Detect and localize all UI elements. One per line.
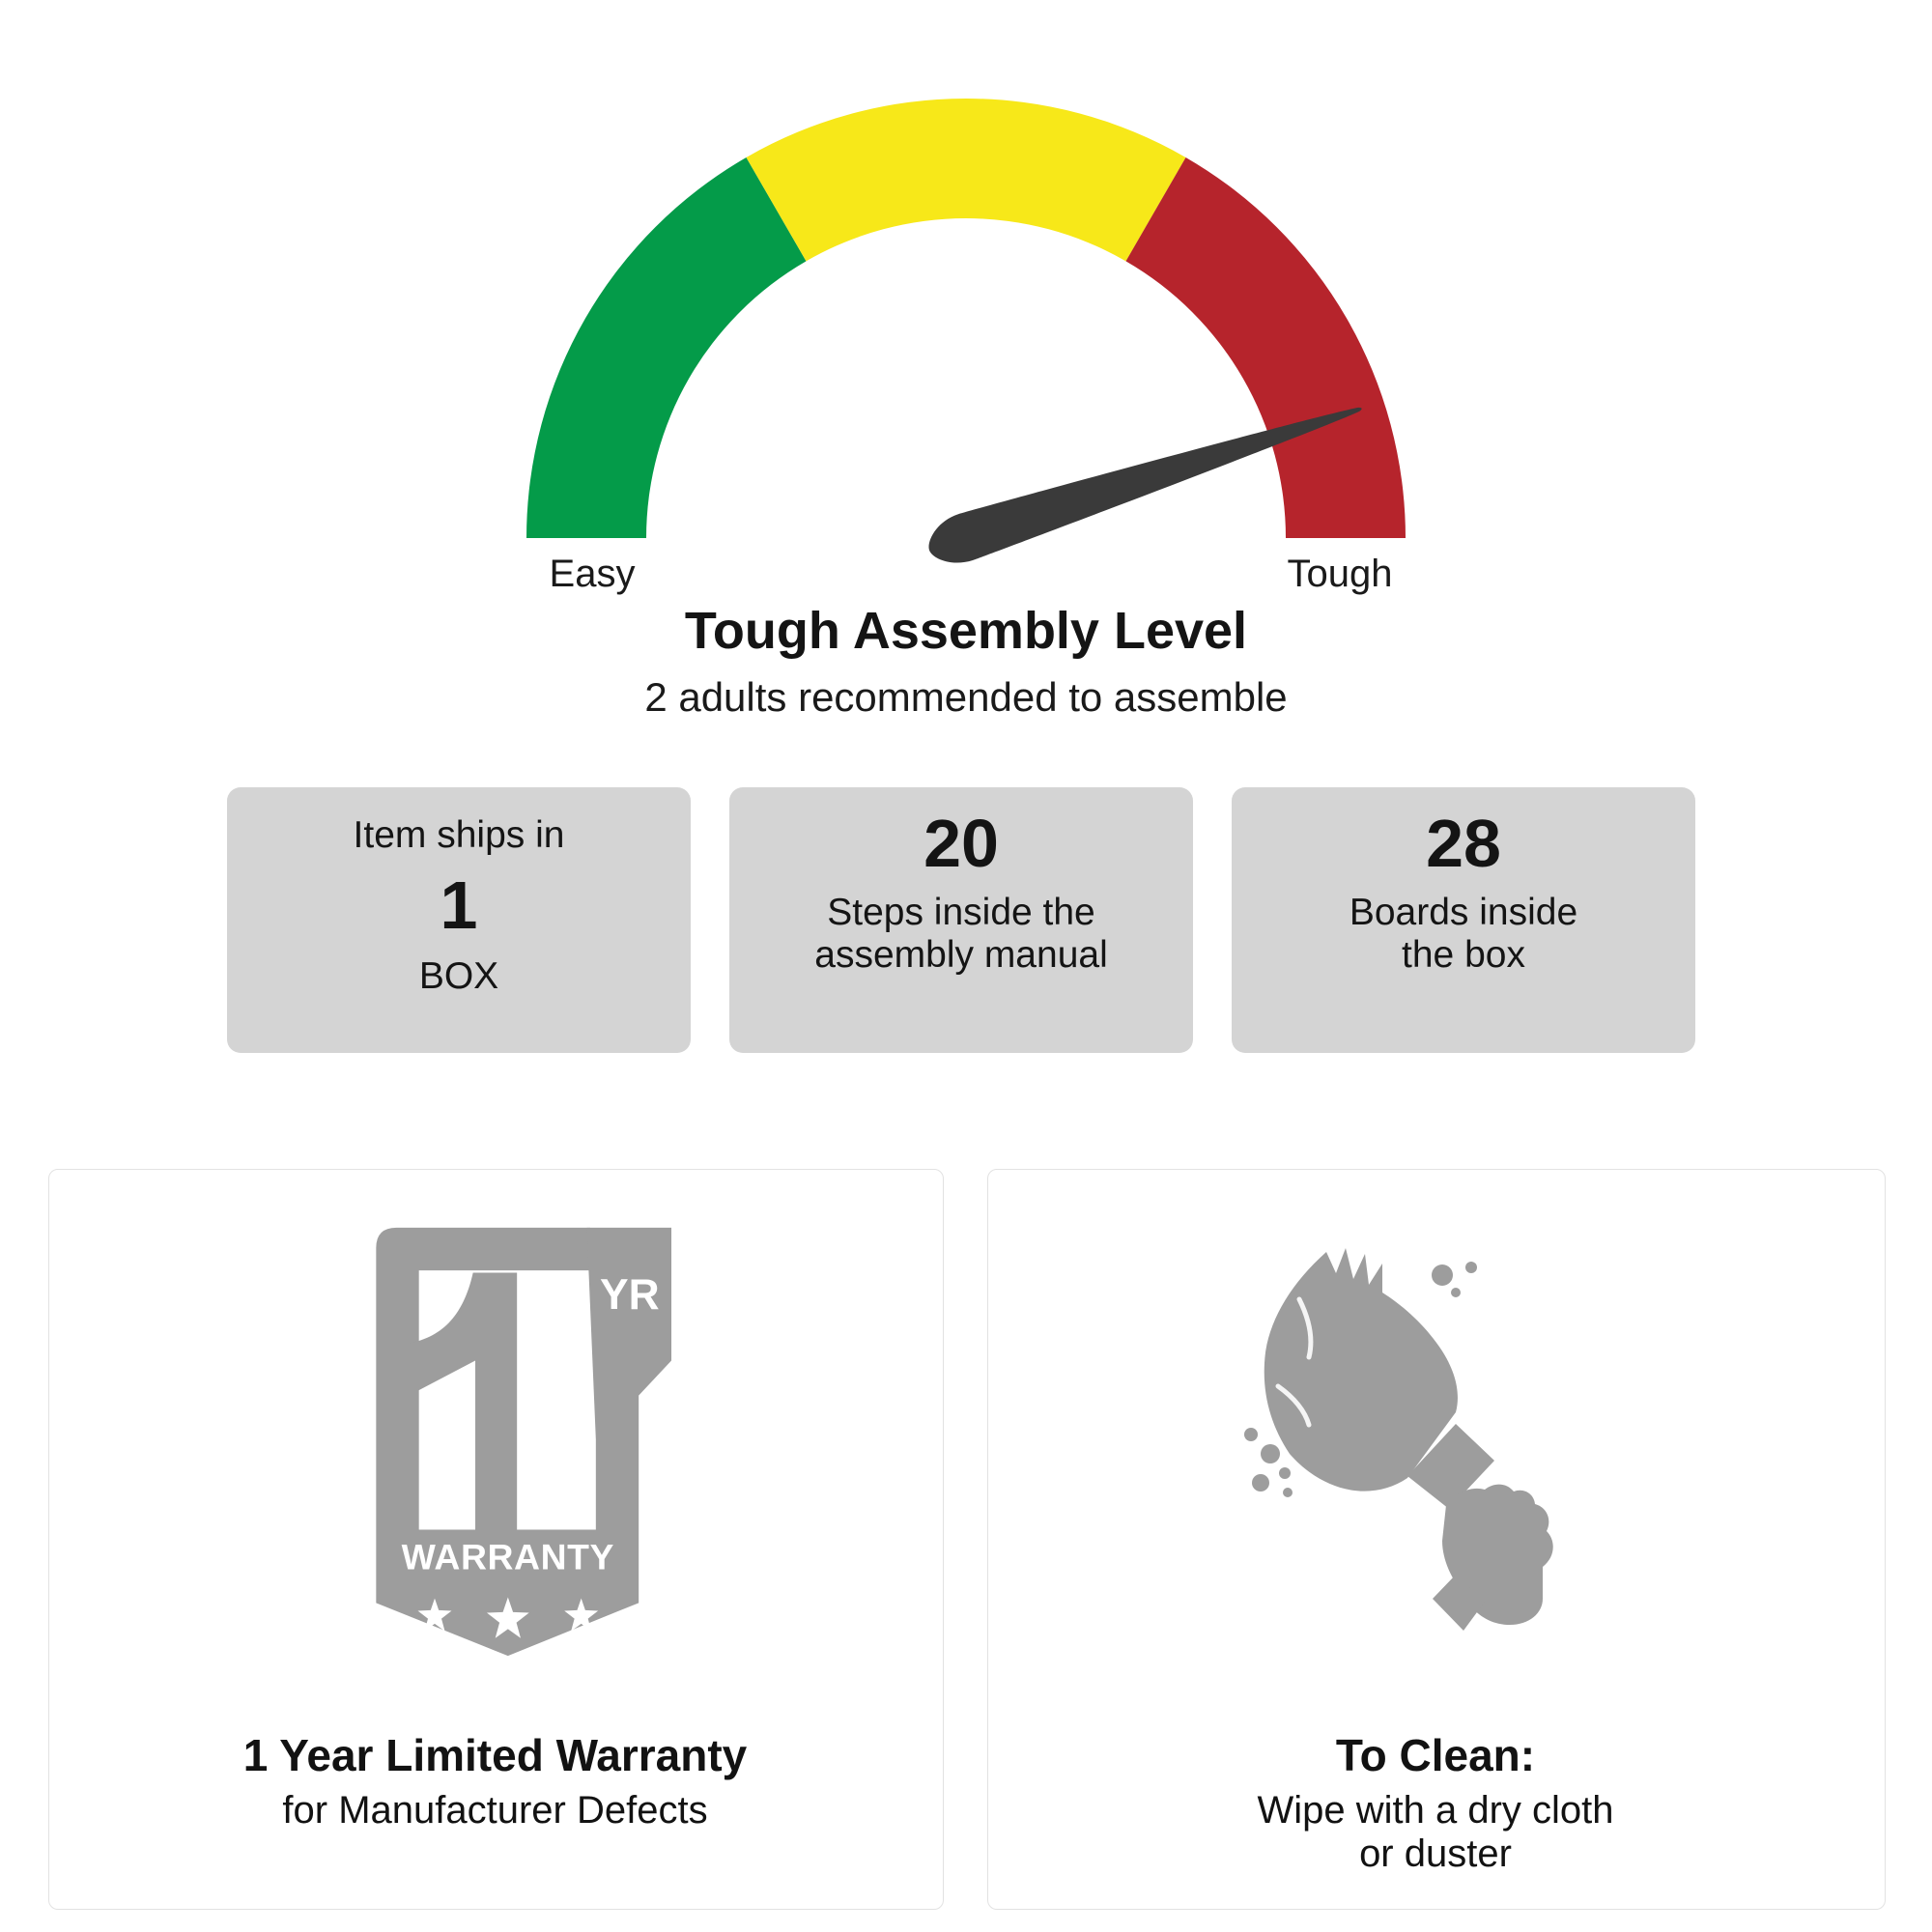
svg-text:YR: YR [600,1271,660,1319]
svg-text:Tough: Tough [1288,553,1393,595]
svg-text:Easy: Easy [550,553,636,595]
svg-text:WARRANTY: WARRANTY [402,1536,614,1577]
